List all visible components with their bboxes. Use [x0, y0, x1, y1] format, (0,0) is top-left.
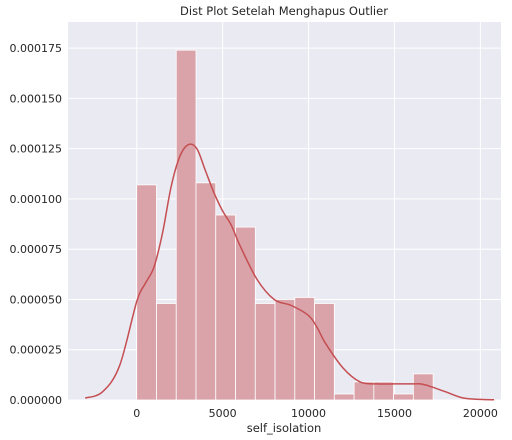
x-tick-label: 5000: [209, 407, 237, 420]
y-axis-ticks: 0.000000 0.000025 0.000050 0.000075 0.000100…: [10, 42, 63, 407]
x-tick-label: 10000: [291, 407, 326, 420]
histogram-bar: [275, 299, 295, 400]
histogram-bar: [236, 227, 256, 400]
x-axis-ticks: 0 5000 10000 15000 20000: [133, 407, 498, 420]
histogram-bar: [334, 394, 354, 400]
x-tick-label: 0: [133, 407, 140, 420]
x-tick-label: 15000: [377, 407, 412, 420]
histogram-bar: [156, 303, 176, 400]
histogram-bar: [216, 215, 236, 400]
y-tick-label: 0.000025: [10, 344, 63, 357]
y-tick-label: 0.000075: [10, 243, 63, 256]
x-axis-title: self_isolation: [247, 421, 322, 435]
y-tick-label: 0.000050: [10, 293, 63, 306]
y-tick-label: 0.000150: [10, 92, 63, 105]
histogram-bar: [196, 183, 216, 400]
histogram-bar: [255, 303, 275, 400]
histogram-bar: [176, 50, 196, 400]
histogram-bar: [354, 382, 374, 400]
histogram-bar: [394, 394, 414, 400]
y-tick-label: 0.000175: [10, 42, 63, 55]
y-tick-label: 0.000000: [10, 394, 63, 407]
y-tick-label: 0.000125: [10, 143, 63, 156]
x-tick-label: 20000: [463, 407, 498, 420]
chart-title: Dist Plot Setelah Menghapus Outlier: [180, 4, 388, 18]
y-tick-label: 0.000100: [10, 193, 63, 206]
